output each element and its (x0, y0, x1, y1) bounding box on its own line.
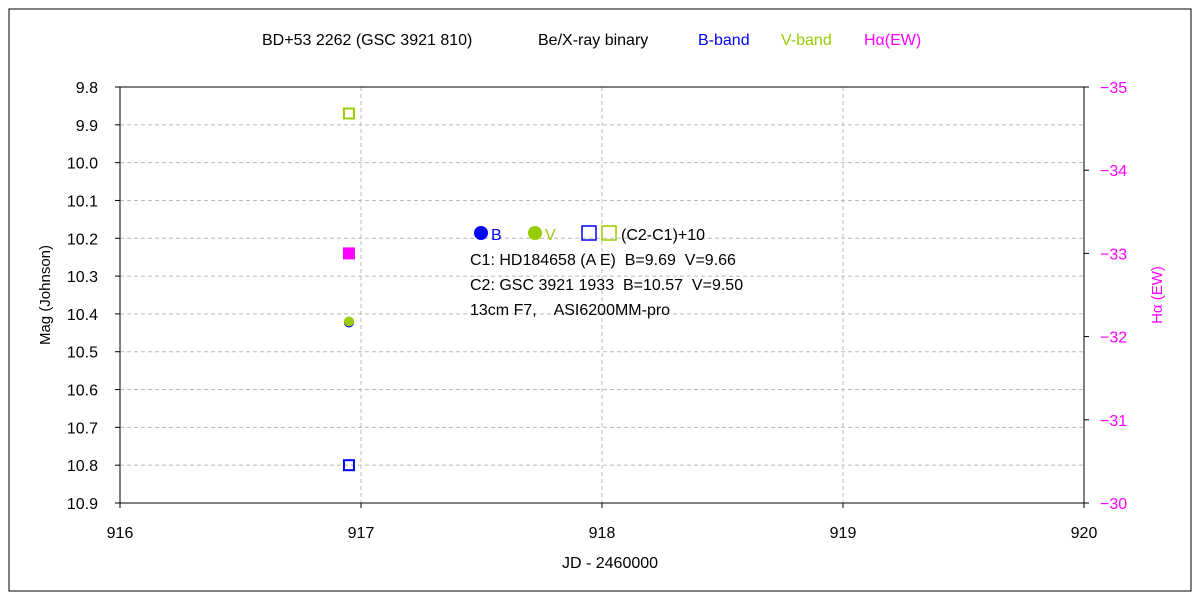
y-tick-label: 10.8 (67, 458, 98, 475)
y2-tick-label: −35 (1100, 80, 1127, 97)
x-axis-label: JD - 2460000 (562, 555, 658, 572)
chart-frame (8, 8, 1192, 592)
annotation-b-label: B (491, 227, 502, 244)
x-tick-label: 918 (589, 525, 616, 542)
h-ew-point (342, 247, 355, 260)
y-tick-label: 10.3 (67, 269, 98, 286)
annotation-c2: C2: GSC 3921 1933 B=10.57 V=9.50 (470, 277, 743, 294)
x-tick-label: 916 (107, 525, 134, 542)
y-tick-label: 10.4 (67, 307, 98, 324)
y-tick-label: 10.9 (67, 496, 98, 513)
y-tick-label: 10.2 (67, 231, 98, 248)
b-c2-c1-10-point (342, 459, 355, 472)
y-axis-label: Mag (Johnson) (37, 245, 54, 345)
x-tick-label: 920 (1071, 525, 1098, 542)
y-tick-label: 10.6 (67, 383, 98, 400)
x-tick-label: 919 (830, 525, 857, 542)
legend-ha: Hα(EW) (864, 32, 921, 49)
annotation-v-check-marker (601, 225, 617, 241)
y2-tick-label: −34 (1100, 163, 1127, 180)
title-object: BD+53 2262 (GSC 3921 810) (262, 32, 472, 49)
y-tick-label: 10.7 (67, 420, 98, 437)
y-tick-label: 9.8 (76, 80, 98, 97)
annotation-c1: C1: HD184658 (A E) B=9.69 V=9.66 (470, 252, 736, 269)
y2-tick-label: −30 (1100, 496, 1127, 513)
title-class: Be/X-ray binary (538, 32, 648, 49)
annotation-b-marker (474, 226, 488, 240)
x-tick-label: 917 (348, 525, 375, 542)
y2-tick-label: −31 (1100, 413, 1127, 430)
annotation-check-label: (C2-C1)+10 (621, 227, 705, 244)
y-tick-label: 10.0 (67, 156, 98, 173)
annotation-instrument: 13cm F7, ASI6200MM-pro (470, 302, 670, 319)
y2-tick-label: −33 (1100, 246, 1127, 263)
y2-tick-label: −32 (1100, 330, 1127, 347)
grid (120, 87, 1084, 503)
y-tick-label: 10.1 (67, 193, 98, 210)
y-tick-label: 10.5 (67, 345, 98, 362)
y2-axis-label: Hα (EW) (1149, 266, 1166, 324)
annotation-b-check-marker (581, 225, 597, 241)
v-c2-c1-10-point (342, 107, 355, 120)
v-point (343, 316, 354, 327)
legend-v-band: V-band (781, 32, 832, 49)
y-tick-label: 9.9 (76, 118, 98, 135)
legend-b-band: B-band (698, 32, 750, 49)
annotation-v-label: V (545, 227, 556, 244)
annotation-v-marker (528, 226, 542, 240)
